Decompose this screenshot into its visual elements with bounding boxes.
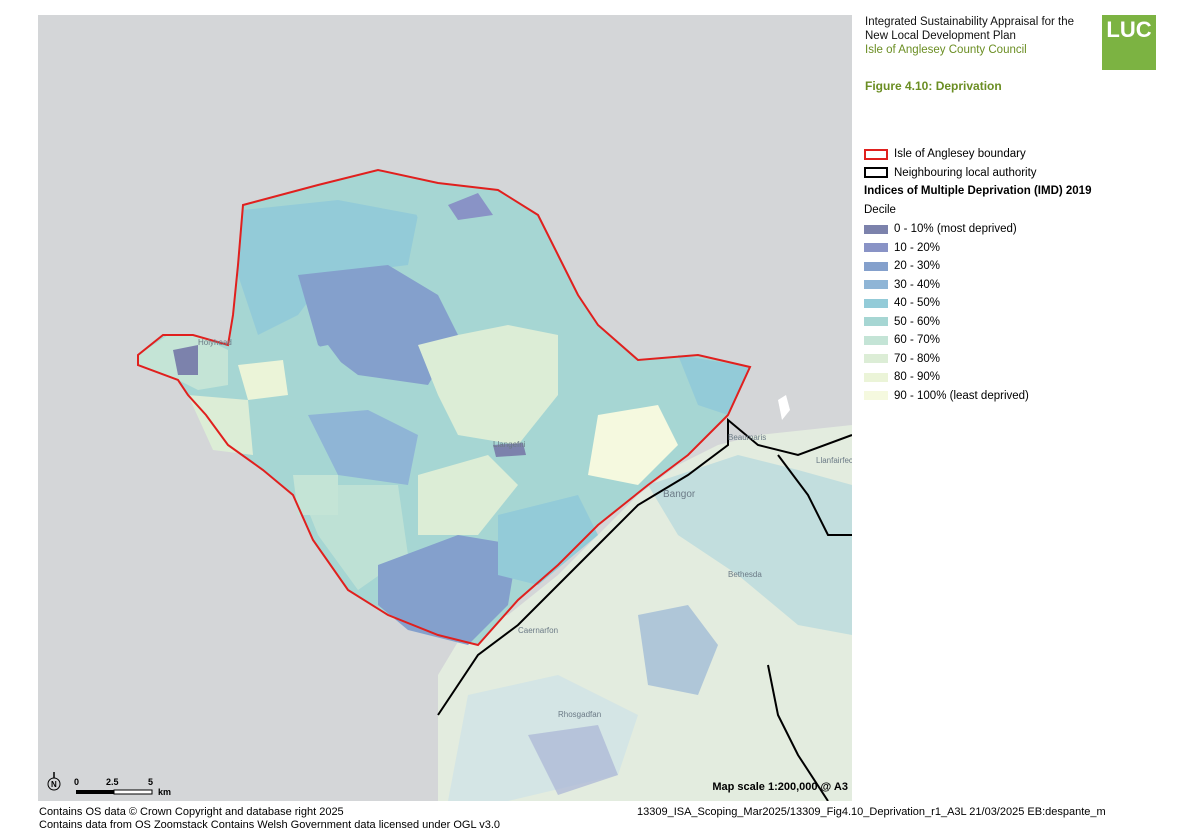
legend-decile-item: 90 - 100% (least deprived) [864, 387, 1114, 406]
neighbour-swatch [864, 167, 888, 179]
place-label: Bangor [663, 489, 696, 500]
copyright-notice: Contains OS data © Crown Copyright and d… [39, 806, 500, 832]
legend-label: Neighbouring local authority [894, 166, 1037, 179]
client-name: Isle of Anglesey County Council [865, 44, 1027, 56]
map-canvas[interactable]: Holyhead Llangefni Beaumaris Llanfairfec… [38, 15, 852, 801]
neighbour-boundary-line [437, 417, 852, 716]
place-label: Rhosgadfan [558, 710, 601, 719]
svg-text:0: 0 [74, 777, 79, 787]
decile-label: 50 - 60% [894, 315, 941, 328]
legend-decile-item: 20 - 30% [864, 257, 1114, 276]
scale-bar: N 0 2.5 5 km [46, 772, 196, 798]
decile-swatch [864, 224, 888, 234]
legend-decile-item: 30 - 40% [864, 276, 1114, 295]
decile-label: 20 - 30% [894, 260, 941, 273]
place-label: Caernarfon [518, 626, 558, 635]
legend-decile-item: 10 - 20% [864, 239, 1114, 258]
report-title-line1: Integrated Sustainability Appraisal for … [865, 16, 1075, 28]
legend-decile-item: 0 - 10% (most deprived) [864, 220, 1114, 239]
file-reference: 13309_ISA_Scoping_Mar2025/13309_Fig4.10_… [637, 806, 1106, 818]
legend-decile-item: 60 - 70% [864, 331, 1114, 350]
legend-heading: Indices of Multiple Deprivation (IMD) 20… [864, 185, 1092, 197]
report-title-line2: New Local Development Plan [865, 30, 1016, 42]
decile-label: 60 - 70% [894, 334, 941, 347]
decile-swatch [864, 243, 888, 253]
svg-text:5: 5 [148, 777, 153, 787]
legend-neighbour: Neighbouring local authority [864, 164, 1114, 183]
decile-label: 90 - 100% (least deprived) [894, 389, 1029, 402]
decile-label: 70 - 80% [894, 352, 941, 365]
decile-label: 80 - 90% [894, 371, 941, 384]
svg-text:2.5: 2.5 [106, 777, 119, 787]
place-label: Holyhead [198, 338, 232, 347]
svg-text:km: km [158, 787, 171, 797]
legend-boundary: Isle of Anglesey boundary [864, 145, 1114, 164]
decile-swatch [864, 261, 888, 271]
anglesey-boundary-line [137, 168, 752, 647]
decile-swatch [864, 298, 888, 308]
mainland-deprivation-zone [528, 725, 618, 795]
decile-swatch [864, 372, 888, 382]
map-panel[interactable]: Holyhead Llangefni Beaumaris Llanfairfec… [38, 15, 852, 801]
islet [778, 395, 790, 420]
place-label: Beaumaris [728, 433, 766, 442]
report-header: Integrated Sustainability Appraisal for … [865, 15, 1165, 57]
luc-logo: LUC [1102, 15, 1156, 70]
decile-label: 0 - 10% (most deprived) [894, 223, 1017, 236]
decile-label: 10 - 20% [894, 241, 941, 254]
mainland-deprivation-zone [638, 605, 718, 695]
decile-label: 40 - 50% [894, 297, 941, 310]
neighbour-boundary-line [767, 664, 829, 801]
mainland-deprivation-zone [648, 455, 852, 635]
legend-subheading: Decile [864, 204, 896, 216]
place-label: Llangefni [493, 440, 526, 449]
decile-swatch [864, 317, 888, 327]
legend-decile-item: 80 - 90% [864, 368, 1114, 387]
legend-label: Isle of Anglesey boundary [894, 148, 1026, 161]
map-legend: Isle of Anglesey boundary Neighbouring l… [864, 145, 1114, 405]
place-label: Bethesda [728, 570, 762, 579]
boundary-swatch [864, 148, 888, 160]
legend-decile-item: 70 - 80% [864, 350, 1114, 369]
decile-label: 30 - 40% [894, 278, 941, 291]
decile-swatch [864, 354, 888, 364]
copyright-line: Contains data from OS Zoomstack Contains… [39, 819, 501, 831]
legend-decile-item: 40 - 50% [864, 294, 1114, 313]
place-label: Llanfairfechan [816, 456, 852, 465]
decile-swatch [864, 391, 888, 401]
neighbour-boundary-line [777, 454, 852, 536]
legend-decile-item: 50 - 60% [864, 313, 1114, 332]
anglesey-island [138, 170, 750, 645]
map-scale-text: Map scale 1:200,000 @ A3 [712, 781, 848, 793]
decile-swatch [864, 335, 888, 345]
decile-swatch [864, 280, 888, 290]
decile-list: 0 - 10% (most deprived) 10 - 20% 20 - 30% 3… [864, 220, 1114, 405]
copyright-line: Contains OS data © Crown Copyright and d… [39, 806, 344, 818]
svg-text:N: N [51, 780, 57, 789]
figure-title: Figure 4.10: Deprivation [865, 79, 1002, 93]
